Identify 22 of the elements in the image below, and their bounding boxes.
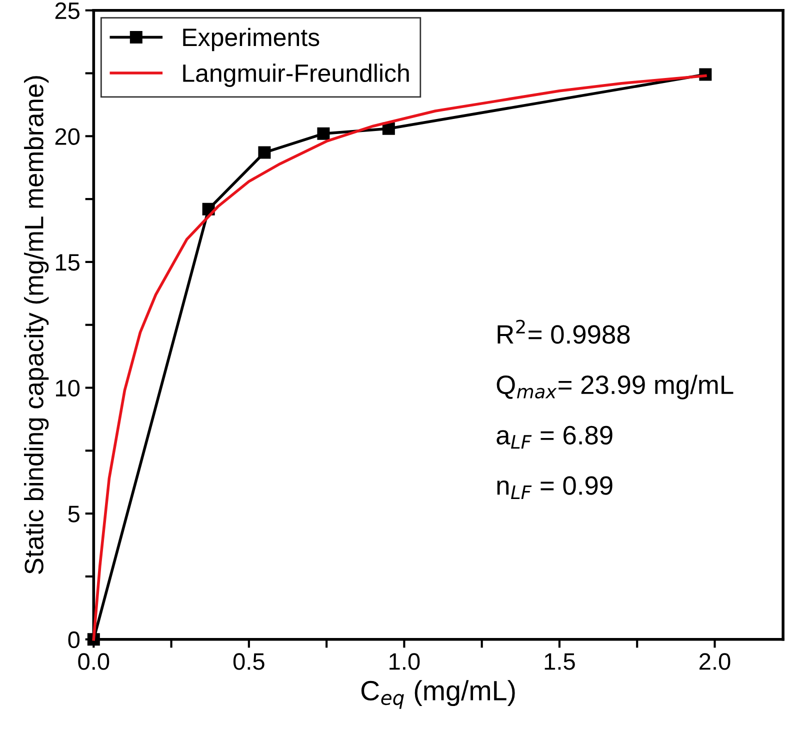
x-axis-title: C$_{eq}$ (mg/mL)	[361, 680, 515, 709]
legend-label: Langmuir-Freundlich	[183, 64, 409, 87]
x-tick-label: 1.5	[544, 653, 575, 670]
annotation: n$_{LF}$ = 0.99	[497, 476, 612, 499]
point	[317, 127, 330, 140]
annotation: a$_{LF}$ = 6.89	[496, 426, 612, 449]
x-tick-label: 0.0	[78, 653, 110, 670]
y-tick-label: 0	[68, 631, 80, 648]
x-tick-label: 0.5	[233, 653, 264, 670]
y-tick-label: 5	[68, 506, 80, 522]
annotation: Q$_{max}$= 23.99 mg/mL	[496, 374, 734, 400]
x-tick-label: 2.0	[700, 653, 730, 670]
y-axis-title: Static binding capacity (mg/mL membrane)	[24, 76, 49, 574]
y-tick-label: 25	[55, 2, 80, 20]
x-tick-label: 1.0	[390, 653, 420, 670]
y-tick-label: 10	[56, 380, 80, 397]
point	[382, 122, 395, 135]
y-tick-label: 15	[56, 254, 80, 271]
point	[258, 146, 271, 159]
y-tick-label: 20	[55, 128, 80, 145]
annotation: R$^{2}$= 0.9988	[498, 320, 630, 344]
legend-label: Experiments	[183, 28, 320, 52]
